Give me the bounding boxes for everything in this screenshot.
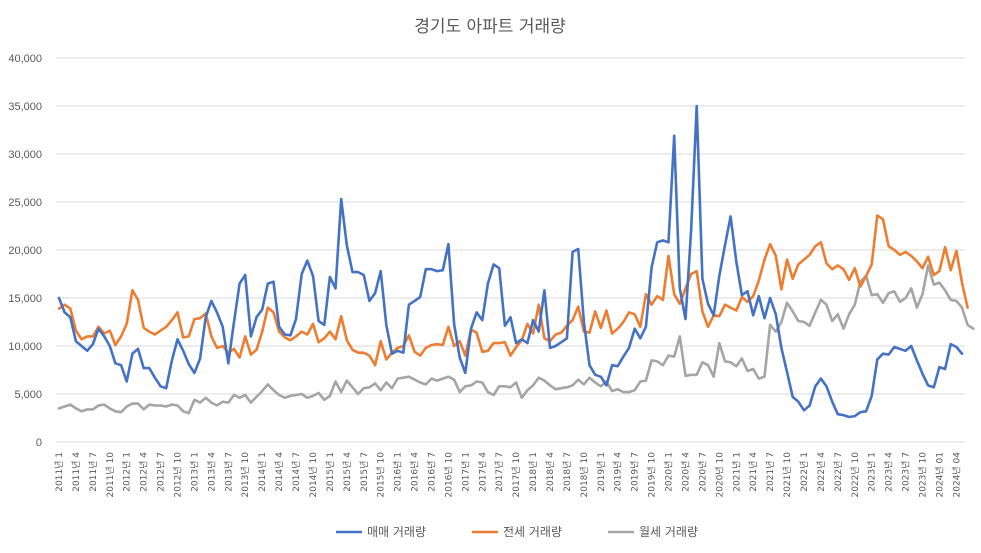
legend-label: 월세 거래량 bbox=[639, 525, 698, 539]
y-tick-label: 5,000 bbox=[14, 389, 42, 401]
x-tick-label: 2013년 10 bbox=[240, 452, 251, 498]
x-tick-label: 2011년 7 bbox=[88, 452, 99, 492]
x-tick-label: 2015년 10 bbox=[376, 452, 387, 498]
x-tick-label: 2013년 7 bbox=[223, 452, 234, 492]
x-tick-label: 2022년 4 bbox=[816, 452, 827, 492]
legend-label: 매매 거래량 bbox=[367, 525, 426, 539]
x-tick-label: 2011년 4 bbox=[71, 452, 82, 492]
x-tick-label: 2022년 7 bbox=[833, 452, 844, 492]
x-tick-label: 2016년 7 bbox=[426, 452, 437, 492]
x-tick-label: 2019년 1 bbox=[596, 452, 607, 492]
x-tick-label: 2016년 10 bbox=[443, 452, 454, 498]
x-tick-label: 2020년 7 bbox=[697, 452, 708, 492]
y-tick-label: 30,000 bbox=[8, 149, 42, 161]
y-tick-label: 35,000 bbox=[8, 101, 42, 113]
x-tick-label: 2012년 7 bbox=[156, 452, 167, 492]
x-tick-label: 2023년 1 bbox=[867, 452, 878, 492]
x-axis-tick-labels: 2011년 1 2011년 4 2011년 7 2011년 10 2012년 1 2012… bbox=[54, 452, 962, 498]
x-tick-label: 2023년 10 bbox=[917, 452, 928, 498]
legend-label: 전세 거래량 bbox=[503, 525, 562, 539]
x-tick-label: 2017년 1 bbox=[460, 452, 471, 492]
y-tick-label: 0 bbox=[36, 437, 42, 449]
y-tick-label: 25,000 bbox=[8, 197, 42, 209]
x-tick-label: 2021년 1 bbox=[731, 452, 742, 492]
series-lines bbox=[57, 104, 975, 419]
x-tick-label: 2024년 01 bbox=[934, 452, 945, 498]
x-tick-label: 2021년 4 bbox=[748, 452, 759, 492]
x-tick-label: 2015년 1 bbox=[325, 452, 336, 492]
x-tick-label: 2022년 1 bbox=[799, 452, 810, 492]
y-tick-label: 10,000 bbox=[8, 341, 42, 353]
gridlines bbox=[56, 57, 965, 443]
x-tick-label: 2015년 7 bbox=[359, 452, 370, 492]
x-tick-label: 2014년 7 bbox=[291, 452, 302, 492]
y-axis-tick-labels: 0 5,000 10,000 15,000 20,000 25,000 30,000 35,0… bbox=[8, 53, 42, 449]
y-tick-label: 20,000 bbox=[8, 245, 42, 257]
x-tick-label: 2021년 10 bbox=[782, 452, 793, 498]
x-tick-label: 2019년 7 bbox=[630, 452, 641, 492]
series-line bbox=[57, 264, 975, 415]
x-tick-label: 2017년 4 bbox=[477, 452, 488, 492]
x-tick-label: 2014년 10 bbox=[308, 452, 319, 498]
series-line bbox=[57, 104, 964, 419]
x-tick-label: 2015년 4 bbox=[342, 452, 353, 492]
x-tick-label: 2012년 4 bbox=[139, 452, 150, 492]
x-tick-label: 2018년 4 bbox=[545, 452, 556, 492]
x-tick-label: 2022년 10 bbox=[850, 452, 861, 498]
x-tick-label: 2020년 10 bbox=[714, 452, 725, 498]
y-tick-label: 15,000 bbox=[8, 293, 42, 305]
x-tick-label: 2014년 4 bbox=[274, 452, 285, 492]
x-tick-label: 2013년 4 bbox=[206, 452, 217, 492]
x-tick-label: 2023년 4 bbox=[884, 452, 895, 492]
x-tick-label: 2011년 1 bbox=[54, 452, 65, 492]
x-tick-label: 2012년 1 bbox=[122, 452, 133, 492]
x-tick-label: 2016년 1 bbox=[393, 452, 404, 492]
x-tick-label: 2016년 4 bbox=[410, 452, 421, 492]
x-tick-label: 2017년 7 bbox=[494, 452, 505, 492]
x-tick-label: 2023년 7 bbox=[901, 452, 912, 492]
x-tick-label: 2019년 10 bbox=[647, 452, 658, 498]
x-tick-label: 2024년 04 bbox=[951, 452, 962, 498]
x-tick-label: 2013년 1 bbox=[189, 452, 200, 492]
x-tick-label: 2020년 4 bbox=[680, 452, 691, 492]
x-tick-label: 2018년 10 bbox=[579, 452, 590, 498]
x-tick-label: 2021년 7 bbox=[765, 452, 776, 492]
x-tick-label: 2019년 4 bbox=[613, 452, 624, 492]
x-tick-label: 2012년 10 bbox=[173, 452, 184, 498]
y-tick-label: 40,000 bbox=[8, 53, 42, 65]
x-tick-label: 2017년 10 bbox=[511, 452, 522, 498]
x-tick-label: 2020년 1 bbox=[664, 452, 675, 492]
x-tick-label: 2018년 1 bbox=[528, 452, 539, 492]
x-tick-label: 2014년 1 bbox=[257, 452, 268, 492]
x-tick-label: 2011년 10 bbox=[105, 452, 116, 498]
chart-title: 경기도 아파트 거래량 bbox=[414, 17, 566, 37]
series-line bbox=[57, 214, 969, 367]
x-tick-label: 2018년 7 bbox=[562, 452, 573, 492]
legend: 매매 거래량 전세 거래량 월세 거래량 bbox=[336, 525, 698, 539]
